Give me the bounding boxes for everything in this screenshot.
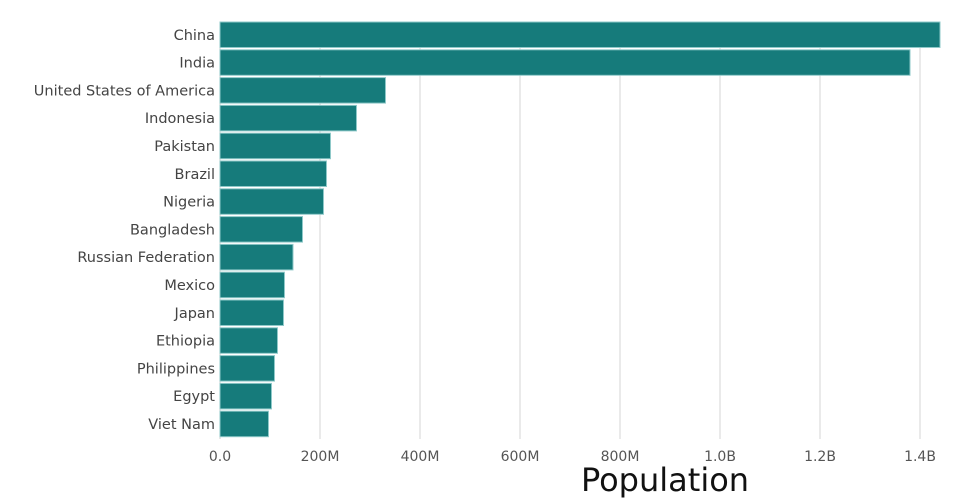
bar-china (219, 21, 941, 48)
bar-egypt (219, 382, 272, 410)
y-axis-labels: China India United States of America Indone… (34, 28, 216, 433)
x-tick-label: 0.0 (209, 449, 231, 465)
bar-brazil (219, 160, 327, 187)
gridlines (219, 22, 921, 439)
category-label: China (174, 28, 215, 44)
category-label: Ethiopia (156, 334, 215, 350)
category-label: Indonesia (145, 111, 215, 127)
bar-mexico (219, 271, 285, 299)
category-label: India (179, 56, 215, 72)
category-label: Russian Federation (77, 250, 215, 266)
x-tick-label: 400M (401, 449, 440, 465)
category-label: Philippines (137, 361, 215, 377)
category-label: United States of America (34, 83, 215, 99)
bar-viet-nam (219, 410, 269, 438)
bar-japan (219, 299, 284, 326)
bar-russian-federation (219, 243, 294, 271)
bar-philippines (219, 355, 275, 382)
bar-bangladesh (219, 216, 303, 243)
bar-ethiopia (219, 327, 278, 354)
category-label: Viet Nam (148, 417, 215, 433)
x-tick-label: 1.4B (904, 449, 936, 465)
bar-india (219, 49, 911, 76)
category-label: Bangladesh (130, 222, 215, 238)
bar-indonesia (219, 104, 357, 132)
category-label: Japan (174, 306, 215, 322)
category-label: Pakistan (154, 139, 215, 155)
x-tick-label: 800M (601, 449, 640, 465)
x-tick-label: 200M (301, 449, 340, 465)
category-label: Mexico (164, 278, 215, 294)
bar-pakistan (219, 132, 331, 160)
bars (219, 21, 941, 438)
x-tick-label: 1.2B (804, 449, 836, 465)
x-tick-label: 1.0B (704, 449, 736, 465)
x-axis-title: Population (581, 461, 749, 499)
category-label: Nigeria (163, 195, 215, 211)
bar-united-states-of-america (219, 77, 386, 104)
category-label: Brazil (175, 167, 215, 183)
x-tick-label: 600M (501, 449, 540, 465)
bar-nigeria (219, 188, 324, 215)
x-axis-ticks: 0.0 200M 400M 600M 800M 1.0B 1.2B 1.4B (209, 449, 936, 465)
category-label: Egypt (173, 389, 215, 405)
